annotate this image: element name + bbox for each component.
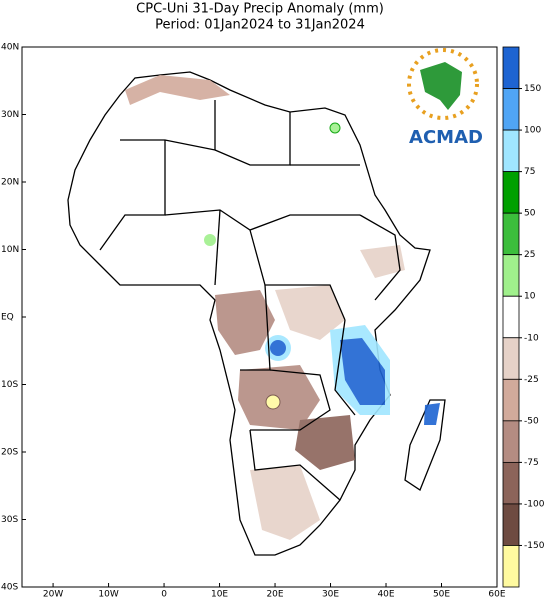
- x-tick-label: 60E: [488, 590, 505, 600]
- x-tick-label: 20W: [43, 590, 63, 600]
- y-tick-label: EQ: [1, 313, 14, 323]
- y-tick-label: 40N: [1, 43, 19, 53]
- colorbar-label: -10: [524, 333, 539, 343]
- anomaly-patches: [125, 75, 440, 540]
- colorbar-box: [502, 378, 520, 422]
- colorbar-box: [502, 88, 520, 131]
- x-tick-label: 30E: [322, 590, 339, 600]
- colorbar-label: -75: [524, 458, 539, 468]
- y-tick-label: 30N: [1, 110, 19, 120]
- x-tick-label: 40E: [377, 590, 394, 600]
- x-tick-label: 50E: [433, 590, 450, 600]
- colorbar-box: [502, 503, 520, 546]
- y-tick-label: 20S: [1, 448, 18, 458]
- x-tick-label: 10E: [211, 590, 228, 600]
- colorbar-box: [502, 461, 520, 505]
- colorbar-box: [502, 545, 520, 588]
- colorbar-label: -150: [524, 541, 545, 551]
- colorbar: 150 100 75 50 25 10 -10 -25 -50 -75 -100 -150: [502, 46, 545, 588]
- map: [21, 46, 498, 588]
- y-tick-label: 20N: [1, 178, 19, 188]
- title: CPC-Uni 31-Day Precip Anomaly (mm): [136, 2, 384, 17]
- colorbar-label: 150: [524, 84, 541, 94]
- colorbar-box: [502, 295, 520, 339]
- logo-africa: [420, 62, 462, 110]
- colorbar-label: 25: [524, 250, 535, 260]
- subtitle: Period: 01Jan2024 to 31Jan2024: [155, 18, 365, 33]
- colorbar-label: 100: [524, 126, 541, 136]
- colorbar-box: [502, 46, 520, 89]
- y-tick-label: 10N: [1, 245, 19, 255]
- colorbar-box: [502, 420, 520, 463]
- colorbar-label: -50: [524, 416, 539, 426]
- logo-ring: [407, 48, 479, 120]
- y-tick-label: 40S: [1, 583, 18, 593]
- logo: ACMAD: [407, 48, 483, 148]
- x-tick-label: 0: [161, 590, 167, 600]
- y-tick-label: 30S: [1, 515, 18, 525]
- colorbar-box: [502, 171, 520, 214]
- colorbar-box: [502, 337, 520, 380]
- colorbar-label: -25: [524, 375, 539, 385]
- colorbar-box: [502, 254, 520, 297]
- colorbar-label: -100: [524, 499, 545, 509]
- x-tick-label: 10W: [98, 590, 118, 600]
- colorbar-box: [502, 129, 520, 173]
- logo-text: ACMAD: [409, 127, 483, 148]
- colorbar-label: 10: [524, 292, 536, 302]
- colorbar-label: 50: [524, 209, 536, 219]
- country-borders: [99, 100, 401, 501]
- colorbar-label: 75: [524, 167, 535, 177]
- y-tick-label: 10S: [1, 380, 18, 390]
- colorbar-box: [502, 212, 520, 256]
- x-tick-label: 20E: [266, 590, 283, 600]
